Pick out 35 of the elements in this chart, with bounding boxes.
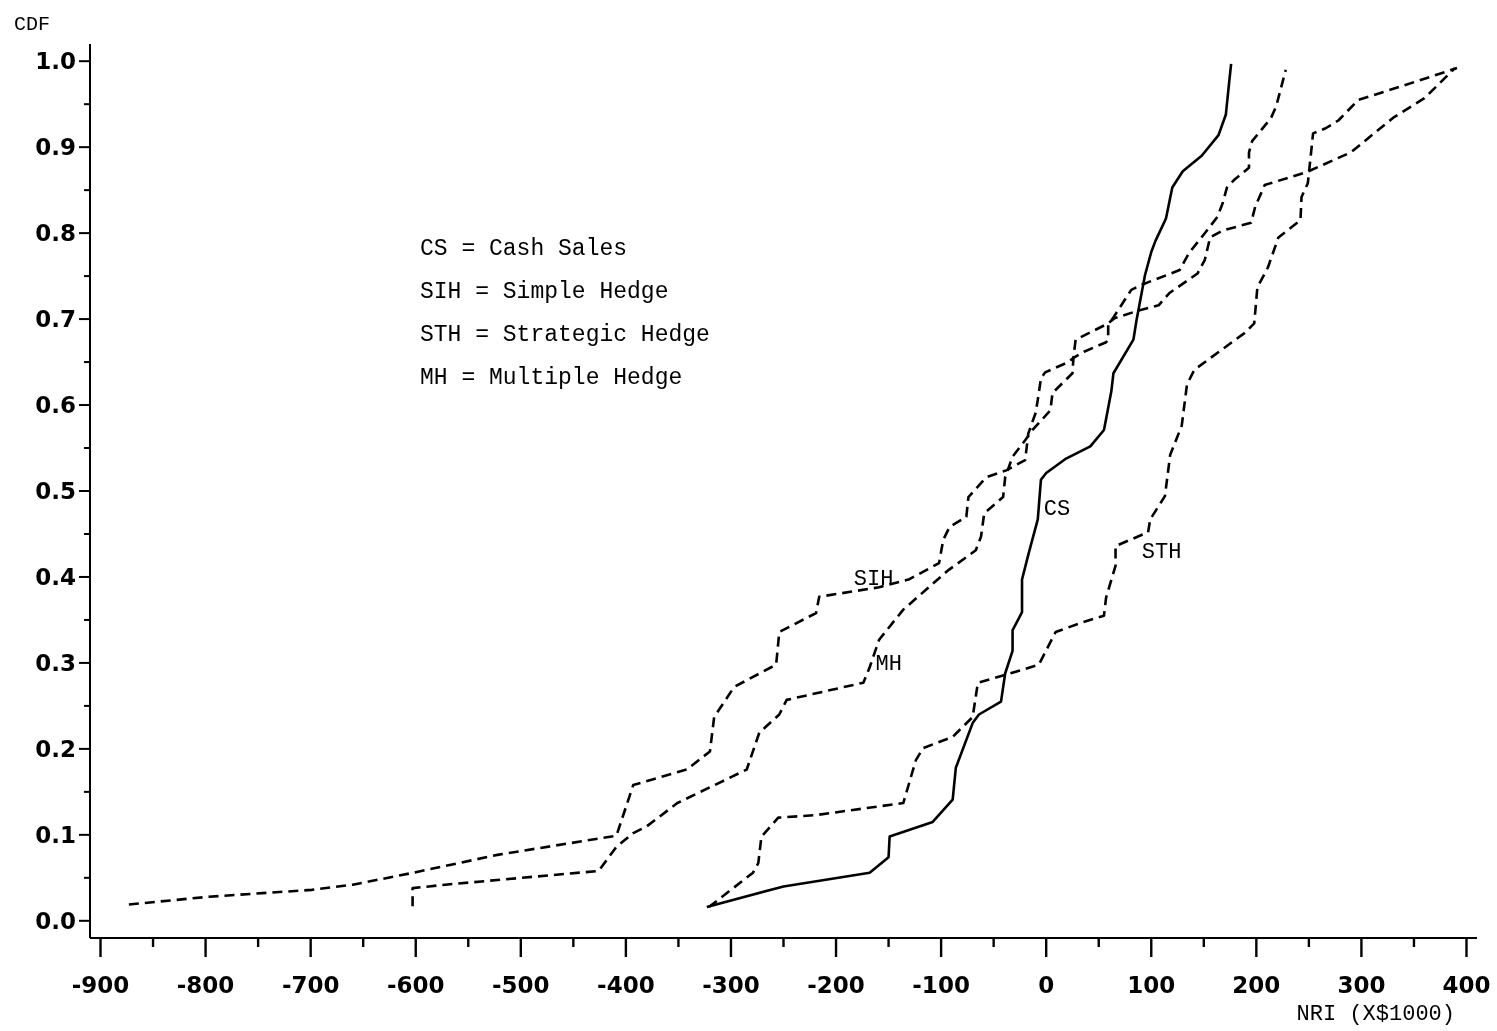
- annotation: SIH = Simple Hedge: [420, 279, 669, 305]
- x-tick-label: -400: [597, 972, 655, 998]
- y-tick-label: 0.6: [35, 392, 76, 419]
- y-tick-label: 0.0: [35, 908, 76, 935]
- y-tick-label: 1.0: [35, 48, 76, 75]
- x-tick-label: 400: [1442, 972, 1491, 998]
- series-label: STH: [1141, 540, 1182, 565]
- y-tick-label: 0.4: [35, 564, 76, 591]
- x-tick-label: -500: [492, 972, 550, 998]
- x-tick-label: -300: [702, 972, 760, 998]
- y-tick-label: 0.5: [35, 478, 76, 505]
- y-tick-label: 0.1: [35, 822, 76, 849]
- x-tick-label: -900: [71, 972, 130, 998]
- x-tick-label: -200: [807, 972, 865, 998]
- x-tick-label: 0: [1038, 972, 1055, 998]
- annotation: MH = Multiple Hedge: [420, 365, 683, 391]
- y-tick-label: 0.2: [35, 736, 76, 763]
- y-tick-label: 0.8: [35, 220, 76, 247]
- series-label: MH: [875, 652, 902, 677]
- x-tick-label: -700: [281, 972, 340, 998]
- y-tick-label: 0.9: [35, 134, 76, 161]
- y-axis-title: CDF: [14, 13, 51, 36]
- x-tick-label: -100: [912, 972, 970, 998]
- series-label: CS: [1043, 497, 1071, 522]
- annotation: CS = Cash Sales: [420, 236, 628, 262]
- x-tick-label: 300: [1337, 972, 1386, 998]
- x-tick-label: -600: [386, 972, 445, 998]
- y-tick-label: 0.7: [35, 306, 76, 333]
- annotation: STH = Strategic Hedge: [420, 322, 710, 348]
- x-tick-label: -800: [176, 972, 235, 998]
- y-tick-label: 0.3: [35, 650, 76, 677]
- x-tick-label: 100: [1127, 972, 1176, 998]
- x-axis-title: NRI (X$1000): [1296, 1002, 1455, 1027]
- x-tick-label: 200: [1232, 972, 1281, 998]
- series-label: SIH: [853, 567, 894, 592]
